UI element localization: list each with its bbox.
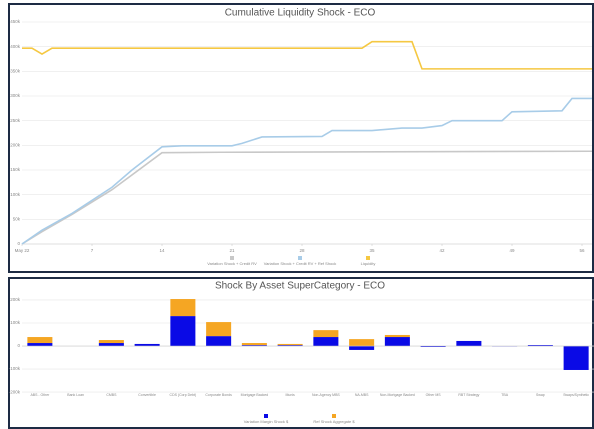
x-tick-label: CDS (Corp Debt) bbox=[170, 393, 197, 397]
x-tick-label: 14 bbox=[159, 248, 165, 253]
y-tick-label: 0 bbox=[17, 343, 20, 348]
chart-title: Cumulative Liquidity Shock - ECO bbox=[225, 8, 376, 19]
y-tick-label: 450k bbox=[10, 19, 21, 24]
line-series bbox=[22, 40, 592, 70]
legend-swatch bbox=[332, 414, 336, 418]
y-tick-label: 400k bbox=[10, 44, 21, 49]
bar bbox=[241, 343, 267, 346]
bar bbox=[170, 299, 196, 317]
bar bbox=[313, 330, 339, 338]
x-tick-label: Swaps/Synthetic bbox=[563, 393, 589, 397]
x-tick-label: Munis bbox=[285, 393, 295, 397]
x-tick-label: May 22 bbox=[15, 248, 30, 253]
bar bbox=[134, 343, 160, 347]
bar bbox=[98, 343, 124, 347]
bar bbox=[349, 346, 375, 350]
x-tick-label: Swap bbox=[536, 393, 545, 397]
bar bbox=[527, 345, 553, 347]
x-tick-label: Other MS bbox=[426, 393, 442, 397]
x-tick-label: Convertible bbox=[138, 393, 156, 397]
x-tick-label: Corporate Bonds bbox=[205, 393, 232, 397]
legend-label: Variation Margin Shock $ bbox=[244, 419, 289, 424]
bar bbox=[206, 336, 232, 347]
y-tick-label: 200k bbox=[10, 143, 21, 148]
x-tick-label: 56 bbox=[579, 248, 585, 253]
x-tick-label: Bank Loan bbox=[67, 393, 84, 397]
legend-swatch bbox=[366, 256, 370, 260]
legend-swatch bbox=[264, 414, 268, 418]
bottom-panel bbox=[8, 277, 594, 429]
x-tick-label: Mortgage Backed bbox=[241, 393, 268, 397]
bar bbox=[420, 346, 446, 347]
x-tick-label: ABS - Other bbox=[30, 393, 50, 397]
y-tick-label: 300k bbox=[10, 93, 21, 98]
bar bbox=[170, 316, 196, 347]
bar bbox=[206, 322, 232, 337]
bar bbox=[384, 337, 410, 347]
legend-label: Ref Shock Aggregate $ bbox=[313, 419, 355, 424]
y-tick-label: 150k bbox=[10, 167, 21, 172]
bar bbox=[563, 346, 589, 370]
x-tick-label: 28 bbox=[299, 248, 305, 253]
legend-swatch bbox=[230, 256, 234, 260]
bar bbox=[384, 334, 410, 338]
legend-label: Variation Shock + Credit RV + Ref Shock bbox=[264, 261, 337, 266]
bar bbox=[241, 345, 267, 347]
bar bbox=[27, 337, 53, 344]
legend-swatch bbox=[298, 256, 302, 260]
line-series bbox=[21, 150, 593, 245]
y-tick-label: -100k bbox=[9, 366, 21, 371]
legend-label: Liquidity bbox=[361, 261, 376, 266]
x-tick-label: RBT Strategy bbox=[458, 393, 479, 397]
bar bbox=[27, 343, 53, 347]
legend-label: Variation Shock + Credit RV bbox=[207, 261, 257, 266]
x-tick-label: 42 bbox=[439, 248, 445, 253]
y-tick-label: 350k bbox=[10, 69, 21, 74]
bar bbox=[277, 343, 303, 346]
x-tick-label: Non-Mortgage Backed bbox=[380, 393, 415, 397]
y-tick-label: 0 bbox=[17, 241, 20, 246]
y-tick-label: 100k bbox=[10, 320, 21, 325]
y-tick-label: -200k bbox=[9, 389, 21, 394]
x-tick-label: NA-MBS bbox=[355, 393, 369, 397]
bar bbox=[313, 337, 339, 347]
x-tick-label: 35 bbox=[369, 248, 375, 253]
bar bbox=[98, 340, 124, 344]
y-tick-label: 250k bbox=[10, 118, 21, 123]
y-tick-label: 100k bbox=[10, 192, 21, 197]
line-series bbox=[21, 97, 592, 245]
bar bbox=[277, 345, 303, 347]
y-tick-label: 200k bbox=[10, 297, 21, 302]
x-tick-label: 21 bbox=[229, 248, 235, 253]
y-tick-label: 50k bbox=[13, 217, 21, 222]
bar bbox=[349, 339, 375, 347]
x-tick-label: CMBS bbox=[106, 393, 117, 397]
x-tick-label: 49 bbox=[509, 248, 515, 253]
top-panel bbox=[8, 3, 594, 273]
chart-title: Shock By Asset SuperCategory - ECO bbox=[215, 281, 385, 292]
x-tick-label: Non-Agency MBS bbox=[312, 393, 340, 397]
x-tick-label: 7 bbox=[91, 248, 94, 253]
x-tick-label: TBA bbox=[501, 393, 508, 397]
bar bbox=[456, 340, 482, 347]
